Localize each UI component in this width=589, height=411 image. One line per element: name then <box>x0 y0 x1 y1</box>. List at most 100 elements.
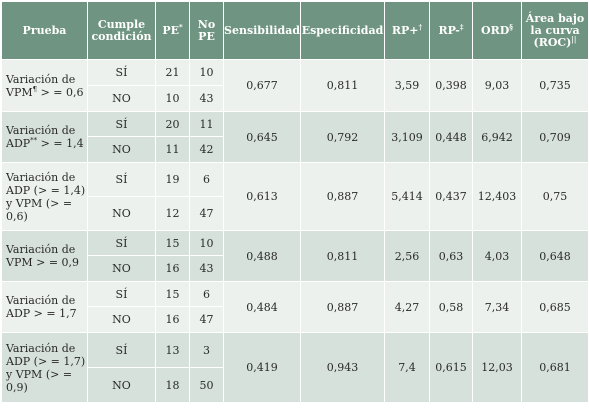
column-header-label: PE <box>162 23 179 37</box>
no-pe-count-yes: 6 <box>189 281 224 307</box>
table-body: Variación de VPM¶ > = 0,6 SÍ 21 10 0,677 0,81… <box>1 59 589 403</box>
roc-area-value: 0,681 <box>521 332 589 403</box>
no-pe-count-no: 42 <box>189 136 224 163</box>
results-table: Prueba Cumple condición PE* No PE Sensibilid… <box>1 1 589 403</box>
pe-count-no: 18 <box>155 367 190 403</box>
pe-count-no: 16 <box>155 255 190 282</box>
column-header-label: Sensibilidad <box>224 23 301 37</box>
condition-no-cell: NO <box>87 136 156 163</box>
test-name-cell: Variación de VPM > = 0,9 <box>1 230 88 282</box>
condition-yes-label: SÍ <box>115 66 128 79</box>
table-row: Variación de ADP (> = 1,4) y VPM (> = 0,… <box>1 162 589 231</box>
diagnostic-odds-ratio: 7,34 <box>472 281 522 333</box>
condition-no-cell: NO <box>87 196 156 231</box>
column-header: Cumple condición <box>87 1 156 60</box>
condition-yes-label: SÍ <box>115 236 128 250</box>
pe-count-yes: 15 <box>155 281 190 307</box>
pe-count-no: 12 <box>155 196 190 231</box>
test-name-cell: Variación de ADP (> = 1,7) y VPM (> = 0,… <box>1 332 88 403</box>
table-row: Variación de VPM¶ > = 0,6 SÍ 21 10 0,677 0,81… <box>1 59 589 112</box>
column-header: Especificidad <box>300 1 385 60</box>
sensitivity-value: 0,488 <box>223 230 301 282</box>
condition-yes-label: SÍ <box>115 287 128 301</box>
condition-yes-cell: SÍ <box>87 162 156 197</box>
pe-count-yes: 20 <box>155 111 190 137</box>
no-pe-count-yes: 3 <box>189 332 224 368</box>
sensitivity-value: 0,645 <box>223 111 301 163</box>
positive-likelihood-ratio: 2,56 <box>384 230 430 282</box>
condition-no-label: NO <box>112 313 131 326</box>
column-header-footnote-mark: ‡ <box>459 21 464 31</box>
test-threshold: > = 0,6 <box>37 85 84 99</box>
no-pe-count-no: 47 <box>189 306 224 333</box>
column-header-label: Prueba <box>22 23 67 37</box>
negative-likelihood-ratio: 0,63 <box>429 230 473 282</box>
diagnostic-odds-ratio: 12,403 <box>472 162 522 231</box>
condition-yes-cell: SÍ <box>87 111 156 137</box>
table-row: NO 18 50 <box>2 367 589 403</box>
table-row: Variación de VPM > = 0,9 SÍ 15 10 0,488 0,811… <box>1 230 589 282</box>
roc-area-value: 0,709 <box>521 111 589 163</box>
column-header-label: Especificidad <box>301 23 384 37</box>
sensitivity-value: 0,677 <box>223 59 301 112</box>
no-pe-count-yes: 10 <box>189 230 224 256</box>
condition-yes-cell: SÍ <box>87 230 156 256</box>
pe-count-yes: 15 <box>155 230 190 256</box>
pe-count-yes: 21 <box>155 59 190 86</box>
positive-likelihood-ratio: 3,109 <box>384 111 430 163</box>
column-header: PE* <box>155 1 190 60</box>
pe-count-no: 10 <box>155 85 190 112</box>
condition-no-label: NO <box>112 92 131 105</box>
no-pe-count-no: 43 <box>189 85 224 112</box>
negative-likelihood-ratio: 0,437 <box>429 162 473 231</box>
table-row: NO 11 42 <box>2 136 589 163</box>
test-footnote-mark: ** <box>30 136 38 145</box>
sensitivity-value: 0,484 <box>223 281 301 333</box>
condition-yes-label: SÍ <box>115 173 128 186</box>
no-pe-count-no: 47 <box>189 196 224 231</box>
column-header: ORD§ <box>472 1 522 60</box>
condition-no-label: NO <box>112 378 131 392</box>
diagnostic-odds-ratio: 4,03 <box>472 230 522 282</box>
column-header: Prueba <box>1 1 88 60</box>
table-row: NO 16 43 <box>2 255 589 282</box>
column-header-label: Cumple condición <box>91 17 152 43</box>
condition-no-cell: NO <box>87 367 156 403</box>
condition-yes-cell: SÍ <box>87 332 156 368</box>
diagnostic-odds-ratio: 9,03 <box>472 59 522 112</box>
test-name: Variación de ADP <box>6 124 76 150</box>
table-row: Variación de ADP** > = 1,4 SÍ 20 11 0,645 0,7… <box>1 111 589 163</box>
pe-count-yes: 19 <box>155 162 190 197</box>
roc-area-value: 0,735 <box>521 59 589 112</box>
roc-area-value: 0,75 <box>521 162 589 231</box>
condition-no-label: NO <box>112 207 131 220</box>
test-name: Variación de ADP > = 1,7 <box>6 294 77 320</box>
column-header-label: RP- <box>438 23 460 37</box>
test-name: Variación de VPM > = 0,9 <box>6 243 80 269</box>
column-header-label: ORD <box>481 23 510 37</box>
column-header-footnote-mark: † <box>418 21 423 31</box>
pe-count-no: 16 <box>155 306 190 333</box>
column-header: No PE <box>189 1 224 60</box>
negative-likelihood-ratio: 0,58 <box>429 281 473 333</box>
sensitivity-value: 0,613 <box>223 162 301 231</box>
condition-yes-label: SÍ <box>115 343 128 357</box>
positive-likelihood-ratio: 4,27 <box>384 281 430 333</box>
condition-yes-cell: SÍ <box>87 59 156 86</box>
positive-likelihood-ratio: 5,414 <box>384 162 430 231</box>
no-pe-count-no: 43 <box>189 255 224 282</box>
column-header-footnote-mark: * <box>178 21 183 31</box>
test-name-cell: Variación de ADP > = 1,7 <box>1 281 88 333</box>
no-pe-count-yes: 6 <box>189 162 224 197</box>
roc-area-value: 0,648 <box>521 230 589 282</box>
condition-yes-label: SÍ <box>115 117 128 131</box>
test-footnote-mark: ¶ <box>32 84 38 93</box>
test-name-cell: Variación de VPM¶ > = 0,6 <box>1 59 88 112</box>
specificity-value: 0,811 <box>300 230 385 282</box>
column-header-label: No PE <box>197 17 216 43</box>
test-name: Variación de ADP (> = 1,7) y VPM (> = 0,… <box>6 341 86 394</box>
condition-yes-cell: SÍ <box>87 281 156 307</box>
no-pe-count-yes: 10 <box>189 59 224 86</box>
no-pe-count-no: 50 <box>189 367 224 403</box>
table-row: Variación de ADP (> = 1,7) y VPM (> = 0,… <box>1 332 589 403</box>
